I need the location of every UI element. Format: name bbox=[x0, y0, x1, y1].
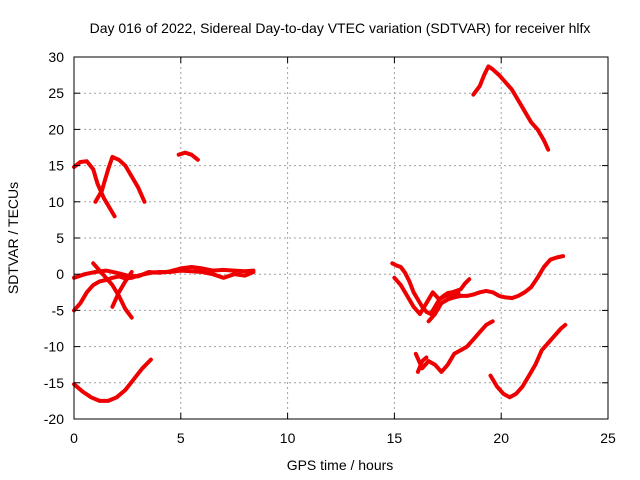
grid bbox=[74, 57, 608, 419]
x-tick-label: 25 bbox=[600, 430, 616, 446]
x-tick-label: 10 bbox=[280, 430, 296, 446]
y-tick-label: -15 bbox=[44, 375, 64, 391]
y-tick-label: 30 bbox=[48, 49, 64, 65]
y-tick-label: -10 bbox=[44, 339, 64, 355]
y-tick-label: 25 bbox=[48, 85, 64, 101]
x-tick-label: 0 bbox=[70, 430, 78, 446]
ticks: 0 5 10 15 20 25 30 25 20 15 10 5 0 -5 -10 -15 -20 bbox=[44, 49, 616, 446]
series-arc-o bbox=[488, 322, 568, 400]
y-tick-label: 20 bbox=[48, 121, 64, 137]
x-tick-label: 15 bbox=[387, 430, 403, 446]
series-arc-e bbox=[72, 268, 256, 313]
series-arc-b bbox=[93, 154, 147, 204]
x-tick-label: 5 bbox=[177, 430, 185, 446]
series-arc-l bbox=[413, 319, 495, 374]
y-axis-title: SDTVAR / TECUs bbox=[5, 182, 21, 294]
series-arc-f bbox=[91, 261, 134, 320]
series-arc-h bbox=[72, 357, 153, 403]
chart-title: Day 016 of 2022, Sidereal Day-to-day VTE… bbox=[90, 20, 591, 36]
y-tick-label: 0 bbox=[56, 266, 64, 282]
y-tick-label: 10 bbox=[48, 194, 64, 210]
y-tick-label: 5 bbox=[56, 230, 64, 246]
series-arc-j bbox=[392, 275, 461, 316]
series-arc-g bbox=[110, 270, 134, 309]
x-axis-title: GPS time / hours bbox=[287, 457, 394, 473]
series-arc-m bbox=[415, 355, 429, 374]
y-tick-label: -20 bbox=[44, 411, 64, 427]
series-arc-c bbox=[176, 150, 200, 162]
series-arc-k bbox=[426, 254, 566, 324]
series-arc-n bbox=[471, 64, 551, 152]
series-layer bbox=[72, 64, 568, 403]
y-tick-label: 15 bbox=[48, 158, 64, 174]
x-tick-label: 20 bbox=[493, 430, 509, 446]
series-arc-a bbox=[72, 159, 117, 219]
y-tick-label: -5 bbox=[52, 302, 65, 318]
series-arc-i bbox=[390, 261, 472, 316]
